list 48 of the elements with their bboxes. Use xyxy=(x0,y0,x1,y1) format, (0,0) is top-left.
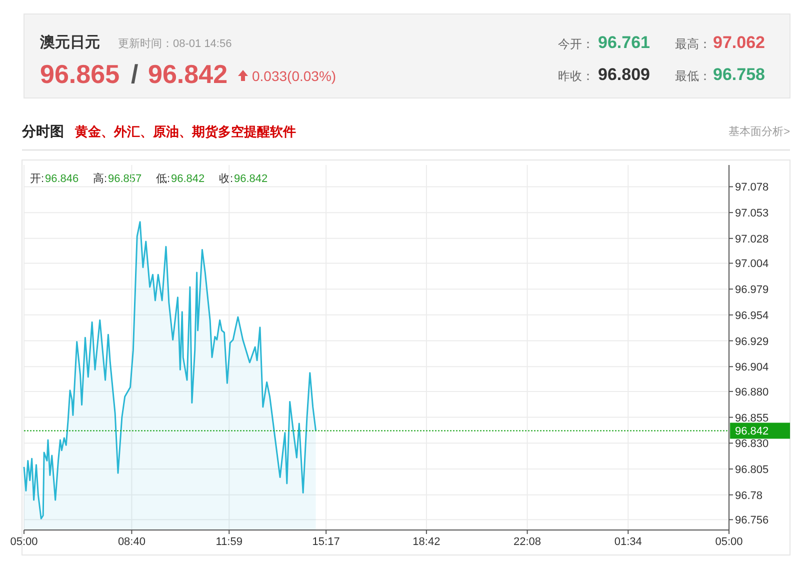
y-tick-label: 96.904 xyxy=(735,362,769,374)
text: 最高： xyxy=(675,37,711,51)
chart-subtitle: 分时图 xyxy=(21,123,64,139)
x-tick-label: 01:34 xyxy=(614,536,642,548)
chart-title: 澳元日元 xyxy=(39,34,100,51)
annotation: 96.857 xyxy=(108,173,142,185)
text: 96.761 xyxy=(598,33,650,52)
text: 今开： xyxy=(558,37,594,51)
y-tick-label: 96.954 xyxy=(735,310,769,322)
x-tick-label: 08:40 xyxy=(118,536,146,548)
annotation: 高: xyxy=(93,172,108,185)
y-tick-label: 96.979 xyxy=(735,284,769,296)
text: / xyxy=(131,59,138,89)
y-tick-label: 96.880 xyxy=(735,386,769,398)
text: 97.062 xyxy=(713,33,765,52)
x-tick-label: 05:00 xyxy=(10,536,38,548)
x-tick-label: 11:59 xyxy=(216,536,242,548)
y-tick-label: 97.028 xyxy=(735,233,769,246)
text: 96.842 xyxy=(148,59,228,89)
ref-line-label: 96.842 xyxy=(735,426,769,438)
y-tick-label: 96.805 xyxy=(735,464,769,476)
text: 96.865 xyxy=(40,59,120,89)
y-tick-label: 97.004 xyxy=(735,258,769,270)
y-tick-label: 97.078 xyxy=(735,182,769,194)
x-tick-label: 05:00 xyxy=(715,536,743,548)
annotation: 96.842 xyxy=(234,173,268,185)
annotation: 96.846 xyxy=(45,173,79,185)
text: 96.758 xyxy=(713,65,765,84)
y-tick-label: 96.78 xyxy=(735,490,763,502)
y-tick-label: 96.855 xyxy=(735,412,769,424)
text: 最低： xyxy=(675,69,711,83)
x-tick-label: 18:42 xyxy=(412,536,440,548)
text: 黄金、外汇、原油、期货多空提醒软件 xyxy=(74,124,296,139)
y-tick-label: 96.756 xyxy=(735,514,769,527)
text: 基本面分析> xyxy=(728,125,790,138)
y-tick-label: 96.929 xyxy=(735,336,769,348)
x-tick-label: 22:08 xyxy=(514,536,542,548)
y-tick-label: 96.830 xyxy=(735,438,769,450)
text: 0.033(0.03%) xyxy=(252,68,336,84)
text: 更新时间：08-01 14:56 xyxy=(118,37,232,50)
x-tick-label: 15:17 xyxy=(312,536,340,548)
annotation: 低: xyxy=(156,173,170,185)
annotation: 开: xyxy=(30,173,44,185)
annotation: 收: xyxy=(219,173,234,185)
annotation: 96.842 xyxy=(171,173,205,185)
text: 96.809 xyxy=(598,65,650,84)
text: 昨收： xyxy=(558,69,594,83)
y-tick-label: 97.053 xyxy=(735,208,769,220)
